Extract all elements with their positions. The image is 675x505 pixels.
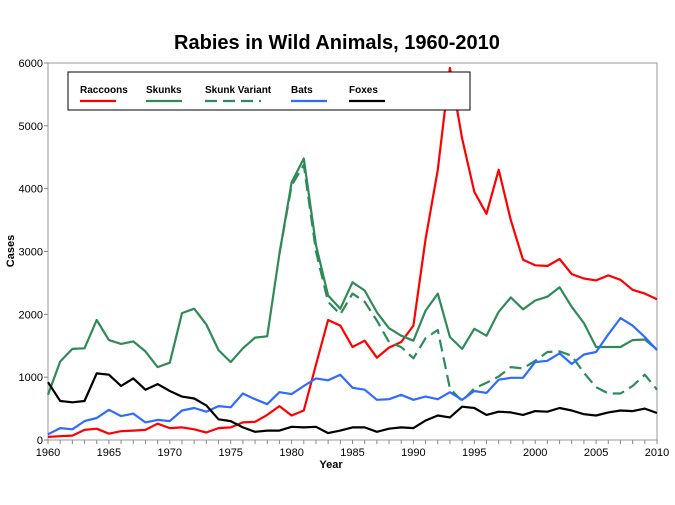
x-tick-label: 2000 <box>523 447 547 459</box>
legend-label: Skunks <box>146 85 182 96</box>
x-tick-label: 1970 <box>158 447 182 459</box>
x-tick-label: 1990 <box>401 447 425 459</box>
x-tick-label: 1965 <box>97 447 121 459</box>
legend-label: Foxes <box>349 85 378 96</box>
x-tick-label: 1995 <box>462 447 486 459</box>
y-tick-label: 1000 <box>19 372 43 384</box>
legend-label: Bats <box>291 85 313 96</box>
legend-label: Raccoons <box>80 85 128 96</box>
legend-label: Skunk Variant <box>205 85 272 96</box>
y-tick-label: 3000 <box>19 247 43 259</box>
x-tick-label: 1975 <box>218 447 242 459</box>
chart-title: Rabies in Wild Animals, 1960-2010 <box>174 32 500 54</box>
x-tick-label: 1985 <box>340 447 364 459</box>
x-tick-label: 2005 <box>584 447 608 459</box>
x-tick-label: 2010 <box>645 447 669 459</box>
x-axis-label: Year <box>319 459 343 471</box>
y-tick-label: 6000 <box>19 58 43 70</box>
y-tick-label: 4000 <box>19 184 43 196</box>
y-axis-label: Cases <box>5 235 17 267</box>
y-tick-label: 2000 <box>19 309 43 321</box>
y-tick-label: 5000 <box>19 121 43 133</box>
y-tick-label: 0 <box>37 435 43 447</box>
x-tick-label: 1980 <box>279 447 303 459</box>
x-tick-label: 1960 <box>36 447 60 459</box>
